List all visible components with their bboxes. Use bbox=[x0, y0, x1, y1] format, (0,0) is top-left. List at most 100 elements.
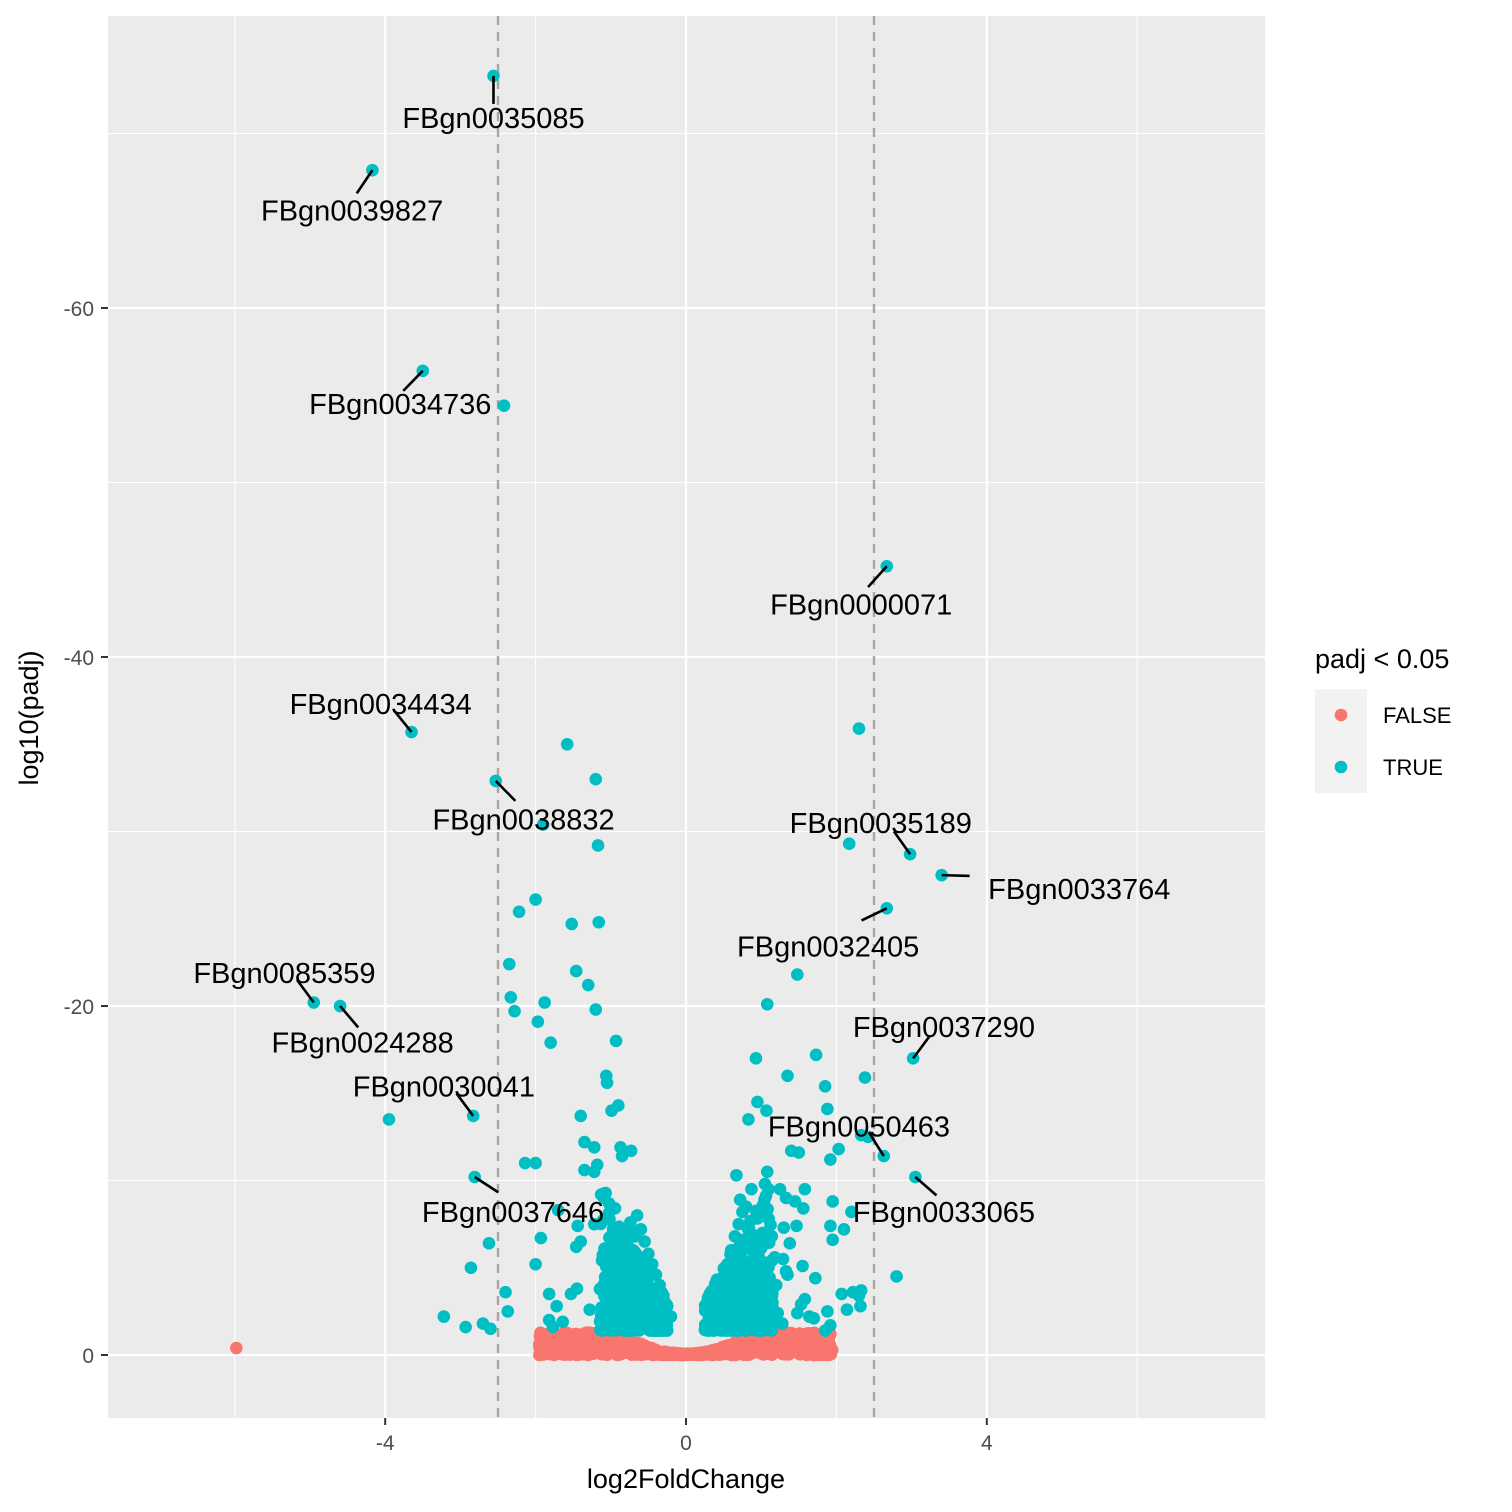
gene-label: FBgn0033065 bbox=[853, 1197, 1035, 1229]
label-leader-line bbox=[402, 369, 424, 392]
data-point-true bbox=[464, 1261, 478, 1275]
data-point-true bbox=[777, 1221, 791, 1234]
y-axis-title: log10(padj) bbox=[14, 650, 44, 785]
data-point-false bbox=[693, 1347, 706, 1361]
data-point-false bbox=[559, 1345, 572, 1358]
data-point-true bbox=[609, 1278, 623, 1292]
data-point-true bbox=[538, 996, 551, 1009]
legend: padj < 0.05 FALSE TRUE bbox=[1315, 644, 1451, 793]
data-point-true bbox=[605, 1104, 618, 1117]
data-point-true bbox=[753, 1244, 766, 1257]
data-point-true bbox=[660, 1299, 674, 1313]
data-point-true bbox=[749, 1052, 763, 1065]
data-point-true bbox=[714, 1319, 727, 1332]
data-point-true bbox=[742, 1223, 756, 1236]
data-point-true bbox=[529, 893, 542, 906]
gene-label: FBgn0038832 bbox=[432, 804, 614, 836]
data-point-true bbox=[824, 1319, 837, 1332]
data-point-true bbox=[657, 1289, 670, 1302]
data-point-true bbox=[807, 1312, 821, 1325]
y-tick-label: -20 bbox=[64, 996, 94, 1019]
data-point-true bbox=[604, 1242, 618, 1255]
gene-label: FBgn0037646 bbox=[422, 1197, 604, 1229]
data-point-true bbox=[497, 399, 511, 413]
data-point-true bbox=[762, 1212, 776, 1226]
axes: -4 0 4-60-40-200 bbox=[64, 298, 993, 1455]
data-point-true bbox=[637, 1264, 651, 1278]
label-leader-line bbox=[914, 1176, 938, 1197]
data-point-false bbox=[230, 1341, 243, 1355]
data-points bbox=[230, 69, 948, 1362]
data-point-true bbox=[628, 1298, 642, 1311]
legend-key-true bbox=[1334, 760, 1348, 774]
data-point-true bbox=[499, 1285, 512, 1299]
data-point-true bbox=[781, 1268, 794, 1282]
data-point-true bbox=[757, 1261, 771, 1275]
gene-label: FBgn0037290 bbox=[853, 1012, 1035, 1044]
data-point-true bbox=[826, 1195, 839, 1208]
data-point-true bbox=[775, 1317, 789, 1330]
data-point-true bbox=[809, 1271, 822, 1285]
data-point-true bbox=[529, 1156, 542, 1170]
data-point-true bbox=[821, 1102, 834, 1116]
data-point-true bbox=[821, 1305, 834, 1318]
data-point-true bbox=[501, 1305, 515, 1318]
data-point-true bbox=[790, 1306, 804, 1320]
data-point-true bbox=[818, 1079, 832, 1093]
data-point-true bbox=[564, 1287, 578, 1301]
data-point-true bbox=[459, 1320, 472, 1334]
gene-label: FBgn0034736 bbox=[309, 389, 491, 421]
data-point-true bbox=[763, 1322, 777, 1336]
data-point-false bbox=[671, 1347, 684, 1361]
data-point-true bbox=[837, 1223, 851, 1236]
data-point-false bbox=[582, 1347, 596, 1361]
data-point-true bbox=[760, 1165, 774, 1179]
data-point-true bbox=[645, 1320, 658, 1334]
gene-labels: FBgn0035085 FBgn0039827 FBgn0034736 FBgn000… bbox=[193, 75, 1170, 1229]
label-leader-line bbox=[867, 1131, 885, 1157]
gene-label: FBgn0030041 bbox=[353, 1071, 535, 1103]
data-point-true bbox=[649, 1268, 663, 1282]
data-point-true bbox=[550, 1299, 563, 1313]
data-point-false bbox=[644, 1343, 657, 1357]
data-point-true bbox=[631, 1320, 645, 1334]
data-point-true bbox=[504, 990, 518, 1004]
x-axis-title: log2FoldChange bbox=[587, 1464, 785, 1494]
data-point-true bbox=[536, 818, 550, 831]
label-leader-line bbox=[912, 1035, 931, 1060]
data-point-true bbox=[615, 1149, 629, 1163]
data-point-true bbox=[744, 1320, 757, 1334]
data-point-true bbox=[578, 1163, 591, 1177]
data-point-false bbox=[744, 1340, 757, 1353]
data-point-true bbox=[783, 1237, 797, 1250]
gene-label: FBgn0034434 bbox=[290, 689, 472, 721]
data-point-true bbox=[569, 964, 583, 978]
data-point-true bbox=[621, 1240, 634, 1254]
data-point-true bbox=[739, 1296, 753, 1309]
data-point-true bbox=[769, 1278, 783, 1292]
data-point-true bbox=[624, 1216, 637, 1229]
data-point-true bbox=[724, 1296, 738, 1309]
data-point-true bbox=[593, 1282, 607, 1296]
data-point-true bbox=[487, 69, 500, 83]
gene-label: FBgn0039827 bbox=[261, 195, 443, 227]
data-point-false bbox=[728, 1348, 742, 1361]
data-point-true bbox=[835, 1287, 848, 1301]
data-point-true bbox=[551, 1203, 565, 1217]
data-point-true bbox=[592, 915, 606, 929]
data-point-true bbox=[824, 1153, 837, 1166]
data-point-true bbox=[761, 1202, 774, 1216]
label-leader-line bbox=[296, 979, 315, 1004]
data-point-false bbox=[778, 1347, 791, 1361]
label-leader-line bbox=[455, 1092, 475, 1117]
data-point-true bbox=[482, 1237, 496, 1250]
data-point-true bbox=[732, 1217, 745, 1231]
data-point-false bbox=[709, 1347, 722, 1361]
data-point-true bbox=[765, 1230, 779, 1243]
data-point-true bbox=[628, 1230, 642, 1243]
data-point-true bbox=[571, 1219, 585, 1233]
data-point-true bbox=[542, 1287, 556, 1301]
label-leader-line bbox=[867, 565, 888, 588]
data-point-true bbox=[730, 1168, 743, 1182]
data-point-false bbox=[793, 1348, 807, 1361]
